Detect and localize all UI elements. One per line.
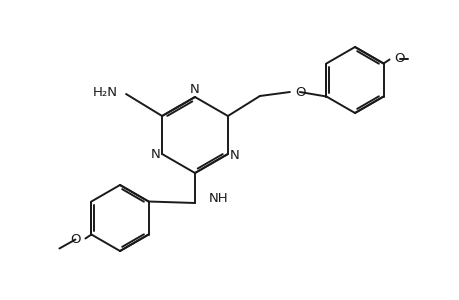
Text: N: N	[190, 83, 200, 96]
Text: O: O	[294, 85, 305, 98]
Text: O: O	[70, 233, 80, 246]
Text: N: N	[150, 148, 160, 161]
Text: O: O	[394, 52, 404, 65]
Text: N: N	[230, 148, 239, 161]
Text: NH: NH	[208, 193, 228, 206]
Text: H₂N: H₂N	[93, 86, 118, 100]
